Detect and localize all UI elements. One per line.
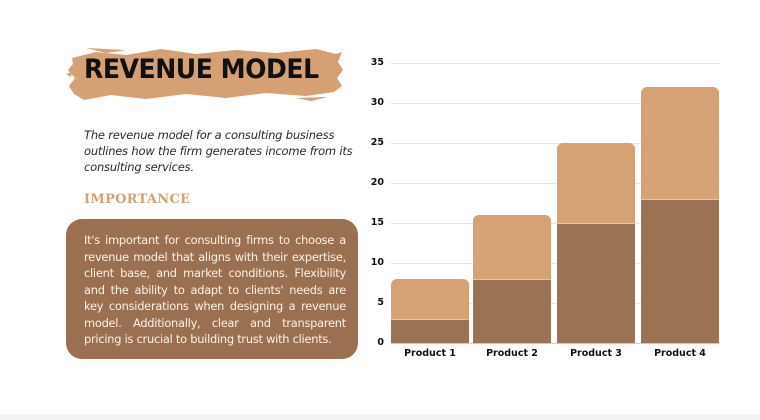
intro-text: The revenue model for a consulting busin…	[84, 128, 353, 174]
bar-segment-upper	[557, 143, 635, 223]
gridline	[391, 103, 720, 104]
x-label: Product 2	[486, 348, 538, 359]
bar-segment-upper	[473, 215, 551, 279]
y-tick: 35	[370, 57, 384, 68]
x-axis-line	[391, 343, 720, 344]
y-tick: 0	[377, 337, 384, 348]
gridline	[391, 223, 720, 224]
importance-card: It's important for consulting firms to c…	[66, 219, 358, 359]
y-tick: 30	[370, 97, 384, 108]
importance-heading: IMPORTANCE	[84, 192, 191, 207]
y-tick: 10	[370, 257, 384, 268]
x-label: Product 1	[404, 348, 456, 359]
bar-product-1	[391, 279, 469, 343]
y-tick: 20	[370, 177, 384, 188]
bar-segment-lower	[641, 199, 719, 343]
stacked-bar-chart: 35 30 25 20 15 10 5 0 Product 1 Product …	[360, 50, 760, 380]
bar-product-3	[557, 143, 635, 343]
bar-segment-lower	[391, 319, 469, 343]
gridline	[391, 183, 720, 184]
importance-body: It's important for consulting firms to c…	[84, 233, 346, 346]
bar-product-2	[473, 215, 551, 343]
bar-segment-lower	[557, 223, 635, 343]
bar-segment-lower	[473, 279, 551, 343]
gridline	[391, 303, 720, 304]
x-label: Product 4	[654, 348, 706, 359]
gridline	[391, 143, 720, 144]
x-label: Product 3	[570, 348, 622, 359]
y-tick: 15	[370, 217, 384, 228]
gridline	[391, 63, 720, 64]
brush-stroke-icon	[66, 48, 343, 101]
bottom-strip	[0, 414, 760, 420]
y-tick: 5	[377, 297, 384, 308]
title-banner: REVENUE MODEL	[66, 46, 344, 102]
page-title: REVENUE MODEL	[84, 54, 319, 85]
bar-product-4	[641, 87, 719, 343]
y-tick: 25	[370, 137, 384, 148]
gridline	[391, 263, 720, 264]
bar-segment-upper	[391, 279, 469, 319]
bar-segment-upper	[641, 87, 719, 199]
